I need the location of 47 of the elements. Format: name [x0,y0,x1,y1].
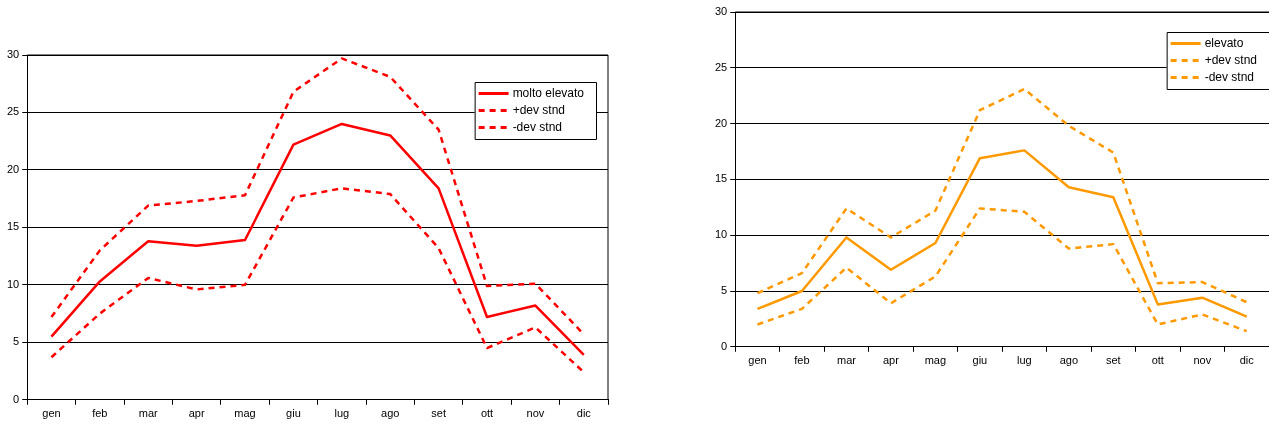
legend-label: -dev stnd [512,119,562,134]
x-tick-label: feb [92,407,108,420]
x-tick-label: mag [234,407,256,420]
x-tick-label: apr [882,354,900,367]
x-tick-label: apr [188,407,205,420]
y-tick-label: 0 [721,339,728,352]
line-series [50,187,586,374]
legend-label: +dev stnd [1204,52,1257,67]
x-tick-label: dic [576,407,592,420]
x-tick-label: gen [748,354,767,367]
y-tick-label: 15 [714,172,728,185]
y-tick-label: 15 [6,220,20,233]
y-tick-label: 10 [714,228,728,241]
x-tick-label: giu [286,407,301,420]
y-tick-label: 0 [13,392,20,405]
legend-label: -dev stnd [1204,69,1254,84]
y-tick-label: 10 [6,277,20,290]
x-tick-label: giu [972,354,988,367]
x-tick-label: ago [381,407,400,420]
legend-label: +dev stnd [512,102,565,117]
y-tick-label: 25 [714,60,728,73]
y-tick-label: 5 [721,284,728,297]
x-tick-label: ago [1059,354,1079,367]
legend-label: molto elevato [512,85,585,100]
x-tick-label: nov [526,407,545,420]
y-tick-label: 30 [714,5,728,18]
x-tick-label: gen [42,407,61,420]
x-tick-label: dic [1239,354,1255,367]
line-series [756,87,1249,304]
x-tick-label: set [431,407,446,420]
x-tick-label: nov [1193,354,1212,367]
x-tick-label: mar [836,354,857,367]
x-tick-label: lug [1017,354,1032,367]
x-tick-label: feb [794,354,810,367]
x-tick-label: ott [480,407,494,420]
x-tick-label: ott [1151,354,1164,367]
y-tick-label: 20 [714,116,728,129]
x-tick-label: mar [138,407,159,420]
y-tick-label: 5 [13,335,20,348]
x-tick-label: mag [924,354,947,367]
y-tick-label: 25 [6,105,20,118]
x-tick-label: lug [334,407,350,420]
legend-label: elevato [1204,35,1244,50]
line-series [756,207,1249,333]
x-tick-label: set [1105,354,1121,367]
y-tick-label: 20 [6,162,20,175]
y-tick-label: 30 [6,48,20,61]
